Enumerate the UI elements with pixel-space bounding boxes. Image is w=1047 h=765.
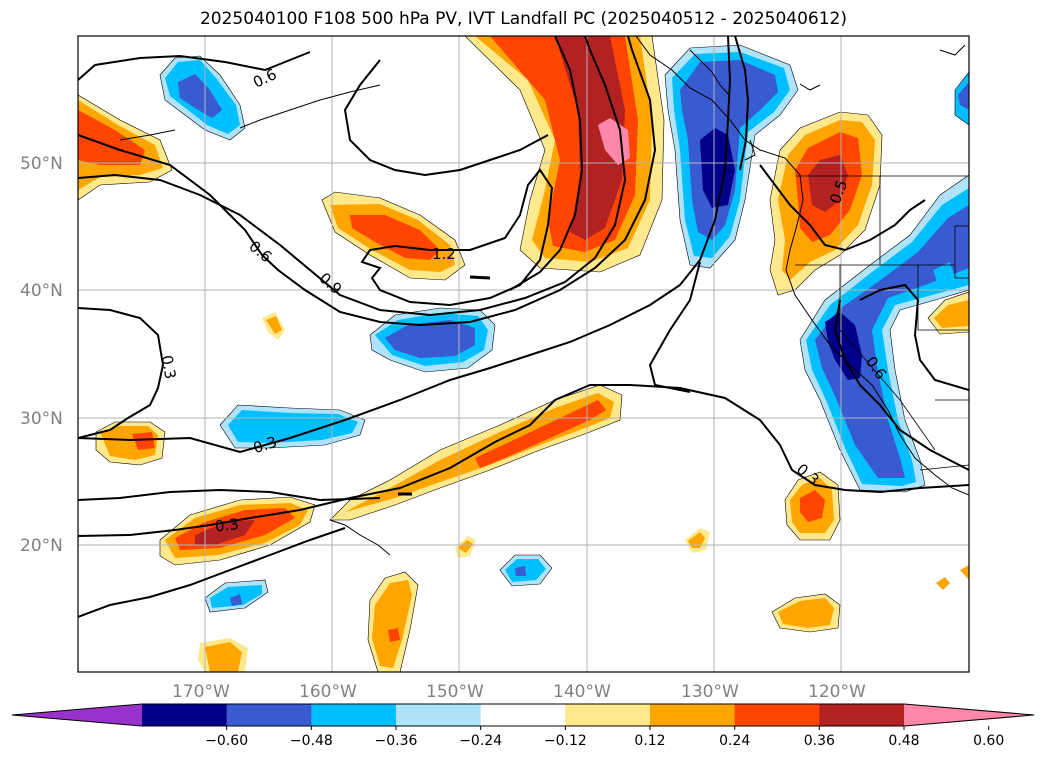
colorbar-tick-label: −0.60 — [205, 733, 248, 749]
colorbar-segment — [480, 704, 566, 726]
lon-label-120w: 120°W — [808, 682, 866, 702]
pv-contour-0-3-south — [78, 488, 381, 502]
map-title: 2025040100 F108 500 hPa PV, IVT Landfall… — [199, 9, 847, 29]
pv-contour-west-coast — [648, 261, 701, 393]
pv-contour-inner — [509, 36, 584, 291]
pv-contour-0-3-mid — [78, 36, 732, 454]
colorbar-segment — [226, 704, 312, 726]
colorbar-segment — [311, 704, 397, 726]
latitude-labels: 50°N 40°N 30°N 20°N — [20, 154, 63, 556]
colorbar-tick-label: −0.48 — [290, 733, 333, 749]
colorbar-tick-label: −0.12 — [544, 733, 587, 749]
contour-labels: 0.6 0.6 0.9 1.2 0.3 0.3 0.3 0.3 0.6 0.5 — [158, 65, 891, 535]
lat-label-20n: 20°N — [20, 536, 63, 556]
lon-label-160w: 160°W — [299, 682, 357, 702]
contour-label: 0.6 — [245, 237, 275, 266]
lon-label-150w: 150°W — [426, 682, 484, 702]
pv-contour-south — [78, 527, 346, 618]
lon-label-130w: 130°W — [681, 682, 739, 702]
colorbar-segment — [819, 704, 905, 726]
colorbar-extend-low — [12, 704, 142, 726]
colorbar-segment — [734, 704, 820, 726]
longitude-labels: 170°W 160°W 150°W 140°W 130°W 120°W — [172, 682, 866, 702]
colorbar-tick-label: 0.12 — [634, 733, 665, 749]
colorbar-tick-label: 0.24 — [719, 733, 750, 749]
lat-label-30n: 30°N — [20, 409, 63, 429]
contour-label: 1.2 — [432, 245, 456, 263]
contour-label: 0.9 — [316, 269, 346, 298]
pv-contour-us — [759, 164, 926, 252]
pv-contours — [78, 36, 969, 618]
colorbar-outline — [11, 703, 1035, 727]
lat-label-40n: 40°N — [20, 281, 63, 301]
colorbar-tick-label: −0.24 — [459, 733, 502, 749]
pv-contour-us-inner — [859, 283, 969, 391]
pv-contour-0-6-us — [833, 299, 969, 471]
pv-contour-ak — [734, 36, 750, 171]
pv-contour-0-3-west — [78, 307, 165, 439]
colorbar-tick-label: −0.36 — [375, 733, 418, 749]
map-frame — [77, 35, 970, 673]
pv-contour-0-9 — [78, 36, 627, 317]
contour-label: 0.3 — [214, 515, 240, 535]
colorbar-segment — [396, 704, 482, 726]
pv-contour-1-2 — [360, 168, 554, 307]
pv-contour-north-loop — [343, 59, 549, 177]
colorbar-segment — [142, 704, 228, 726]
contour-label: 0.6 — [250, 65, 279, 91]
gridlines — [78, 36, 969, 672]
colorbar: −0.60 −0.48 −0.36 −0.24 −0.12 0.12 0.24 0.36 0.4… — [11, 703, 1035, 749]
coastlines — [119, 36, 969, 556]
colorbar-segment — [565, 704, 651, 726]
colorbar-tick-label: 0.48 — [888, 733, 919, 749]
pv-contour-0-6-north — [78, 51, 311, 81]
map-field: 0.6 0.6 0.9 1.2 0.3 0.3 0.3 0.3 0.6 0.5 — [78, 36, 969, 672]
lon-label-140w: 140°W — [553, 682, 611, 702]
pv-contour-low — [78, 384, 969, 537]
colorbar-extend-high — [904, 704, 1034, 726]
colorbar-segment — [650, 704, 736, 726]
contour-label: 0.3 — [158, 354, 180, 381]
colorbar-tick-label: 0.36 — [804, 733, 835, 749]
lon-label-170w: 170°W — [172, 682, 230, 702]
lat-label-50n: 50°N — [20, 154, 63, 174]
colorbar-tick-label: 0.60 — [973, 733, 1004, 749]
